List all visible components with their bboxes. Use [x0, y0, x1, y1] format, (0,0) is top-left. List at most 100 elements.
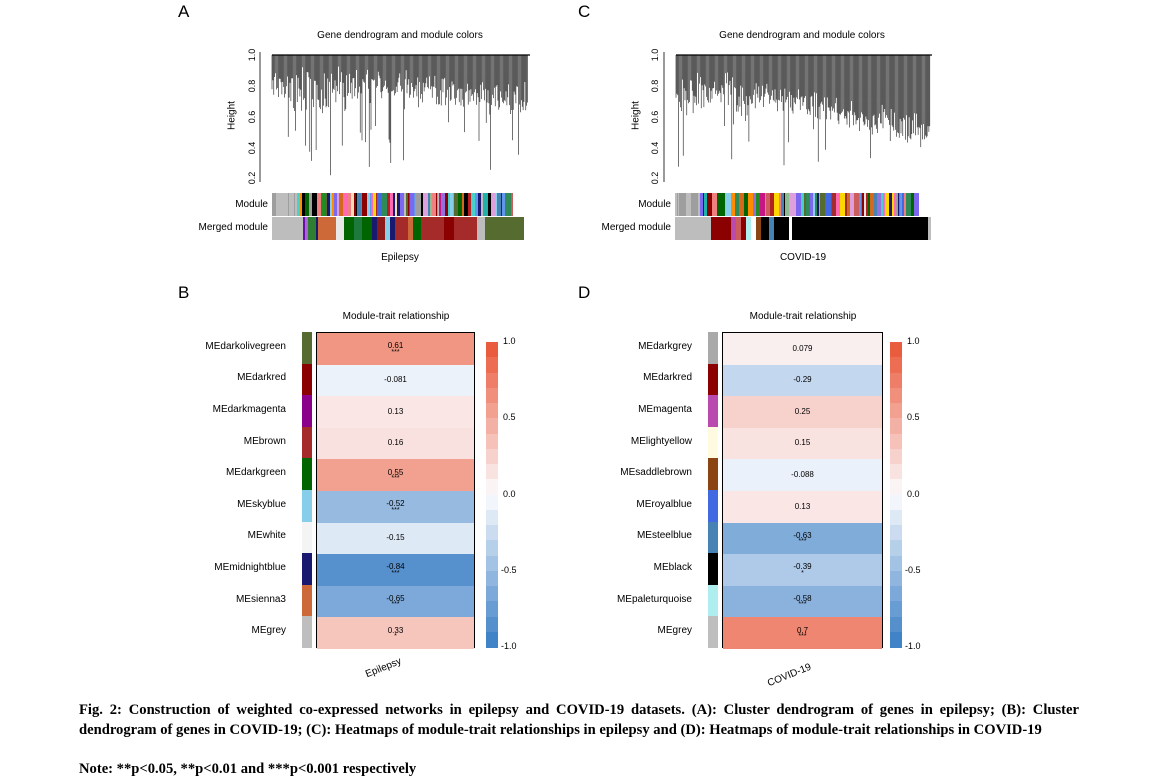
- band-segment: [805, 193, 810, 216]
- heatmap-cell: -0.63 ***: [723, 522, 882, 555]
- band-segment: [447, 193, 451, 216]
- band-segment: [844, 193, 847, 216]
- band-segment: [511, 193, 513, 216]
- band-segment: [464, 193, 469, 216]
- module-color-swatch: [302, 584, 312, 617]
- band-segment: [873, 193, 877, 216]
- band-segment: [394, 193, 396, 216]
- colorbar-tick: 0.0: [503, 488, 516, 499]
- band-segment: [697, 193, 699, 216]
- band-segment: [880, 193, 883, 216]
- band-segment: [367, 193, 371, 216]
- band-segment: [336, 217, 344, 240]
- heatmap-cell-value: -0.081: [384, 375, 407, 385]
- heatmap-cell: -0.29: [723, 364, 882, 397]
- band-segment: [471, 193, 475, 216]
- band-segment: [897, 193, 899, 216]
- module-color-swatch: [708, 426, 718, 459]
- colorbar-segment: [890, 525, 902, 541]
- colorbar-segment: [486, 342, 498, 358]
- band-segment: [376, 193, 378, 216]
- band-segment: [360, 193, 363, 216]
- band-segment: [327, 193, 330, 216]
- colorbar-segment: [486, 616, 498, 633]
- heatmap-cell-value: 0.079: [792, 343, 813, 353]
- heatmap-row-label: MElightyellow: [630, 435, 692, 447]
- band-segment: [298, 193, 300, 216]
- module-color-swatch: [708, 490, 718, 522]
- heatmap-cell-value: 0.7: [796, 625, 809, 635]
- band-segment: [836, 193, 841, 216]
- band-segment: [403, 193, 407, 216]
- heatmap-cell-value: -0.088: [791, 469, 814, 479]
- band-segment: [457, 193, 462, 216]
- significance-stars: ***: [798, 601, 807, 609]
- band-segment: [355, 193, 358, 216]
- colorbar-segment: [890, 464, 902, 480]
- band-segment: [769, 193, 775, 216]
- heatmap-grid: 0.61 *** -0.081 0.13 0.16 0.55 *** -0.52 *** -0.1…: [316, 332, 475, 649]
- band-segment: [862, 193, 864, 216]
- band-segment: [395, 217, 409, 240]
- heatmap-cell-value: 0.13: [387, 406, 404, 416]
- colorbar-segment: [890, 509, 902, 526]
- heatmap-cell: 0.7 ***: [723, 617, 882, 649]
- module-band-label-c: Module: [638, 199, 671, 210]
- merged-band-label-c: Merged module: [601, 222, 671, 233]
- colorbar-segment: [890, 601, 902, 617]
- band-segment: [468, 193, 472, 216]
- band-segment: [362, 193, 368, 216]
- band-segment: [354, 193, 356, 216]
- band-segment: [740, 217, 746, 240]
- band-segment: [386, 193, 390, 216]
- heatmap-row-label: MEdarkgreen: [225, 467, 286, 479]
- colorbar-tick: -1.0: [501, 641, 517, 651]
- band-segment: [297, 193, 299, 216]
- band-segment: [760, 193, 765, 216]
- band-segment: [724, 193, 726, 216]
- band-segment: [888, 193, 893, 216]
- band-segment: [373, 193, 377, 216]
- band-segment: [309, 193, 313, 216]
- heatmap-cell: 0.079: [723, 333, 882, 365]
- colorbar-segment: [890, 494, 902, 511]
- band-segment: [846, 193, 850, 216]
- dendrogram-a: [259, 52, 530, 182]
- band-segment: [764, 193, 767, 216]
- band-segment: [751, 217, 757, 240]
- band-segment: [497, 193, 502, 216]
- band-segment: [698, 193, 701, 216]
- band-segment: [892, 193, 894, 216]
- colorbar-segment: [486, 464, 498, 480]
- significance-stars: ***: [391, 348, 400, 356]
- module-color-swatch: [708, 332, 718, 364]
- heatmap-row-label: MEsienna3: [235, 593, 286, 605]
- heatmap-cell: -0.84 ***: [317, 554, 474, 586]
- band-segment: [501, 193, 503, 216]
- band-segment: [791, 193, 794, 216]
- dendrogram-leaves: [675, 55, 931, 167]
- band-segment: [910, 193, 915, 216]
- module-band-label-a: Module: [235, 199, 268, 210]
- band-segment: [287, 193, 289, 216]
- x-axis-label-d: COVID-19: [766, 661, 813, 690]
- band-segment: [450, 193, 454, 216]
- band-segment: [407, 193, 409, 216]
- band-segment: [371, 193, 374, 216]
- y-tick: 0.6: [247, 110, 257, 124]
- heatmap-cell: -0.081: [317, 364, 474, 397]
- colorbar-segment: [890, 570, 902, 587]
- module-color-swatch: [302, 458, 312, 490]
- band-segment: [492, 217, 524, 240]
- band-segment: [315, 217, 319, 240]
- colorbar-segment: [486, 479, 498, 495]
- band-segment: [928, 217, 931, 240]
- band-segment: [337, 193, 340, 216]
- band-segment: [308, 193, 310, 216]
- band-segment: [761, 217, 769, 240]
- band-segment: [704, 193, 708, 216]
- band-segment: [381, 193, 387, 216]
- band-segment: [295, 193, 298, 216]
- heatmap-row-label: MEdarkolivegreen: [205, 340, 286, 352]
- significance-stars: ***: [798, 538, 807, 546]
